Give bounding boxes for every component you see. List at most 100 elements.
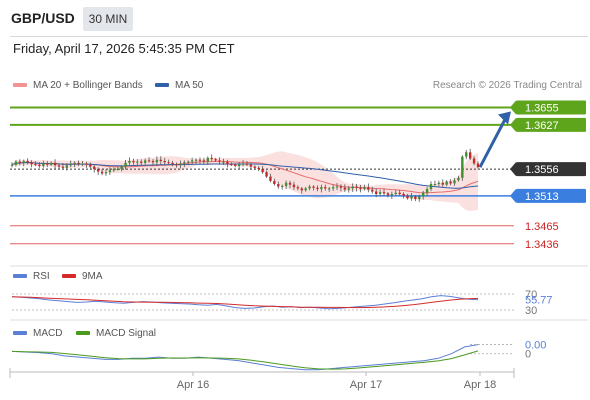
bollinger-band	[12, 151, 478, 211]
candle-body	[210, 157, 213, 160]
level-tag	[516, 100, 586, 115]
candle-body	[112, 169, 116, 171]
candle-body	[65, 165, 69, 168]
candle-body	[449, 181, 452, 184]
level-label: 1.3627	[525, 120, 559, 132]
copyright-text: Research © 2026 Trading Central	[432, 80, 582, 91]
candle-body	[34, 164, 37, 166]
level-label: 1.3465	[525, 221, 559, 233]
header-divider	[10, 36, 588, 37]
candle-body	[457, 177, 460, 181]
macd-line	[11, 344, 479, 371]
legend-macd-signal: MACD Signal	[76, 328, 156, 339]
candle-body	[96, 169, 100, 172]
candle-body	[132, 161, 135, 163]
candle-body	[386, 193, 390, 196]
x-tick-label: Apr 17	[350, 379, 382, 391]
level-label: 1.3513	[525, 191, 559, 203]
candle-body	[230, 164, 233, 166]
x-tick-label: Apr 16	[177, 379, 209, 391]
candle-body	[265, 172, 268, 177]
level-tag	[516, 117, 586, 132]
chart-datetime: Friday, April 17, 2026 5:45:35 PM CET	[13, 41, 235, 56]
candle-body	[281, 185, 284, 187]
candle-body	[468, 152, 472, 159]
candle-body	[175, 164, 178, 166]
candle-body	[296, 187, 300, 189]
candle-body	[49, 162, 53, 165]
candle-body	[257, 167, 260, 170]
candle-body	[437, 182, 441, 185]
candle-body	[46, 163, 49, 165]
candle-body	[441, 182, 444, 185]
candle-body	[300, 188, 303, 191]
candle-body	[187, 161, 190, 163]
candle-body	[218, 160, 221, 162]
candle-body	[312, 186, 315, 188]
candle-body	[234, 164, 237, 166]
candle-body	[151, 161, 155, 163]
timeframe-button[interactable]: 30 MIN	[83, 7, 133, 31]
candle-body	[85, 163, 88, 165]
legend-ma50-label: MA 50	[175, 80, 204, 91]
candle-body	[108, 170, 112, 173]
legend-rsi-ma-label: 9MA	[82, 271, 103, 282]
candle-body	[378, 192, 382, 194]
candle-body	[89, 164, 92, 167]
level-label: 1.3556	[525, 164, 559, 176]
candle-body	[69, 163, 72, 166]
candle-body	[433, 184, 437, 186]
rsi-value-label: 55.77	[525, 295, 553, 307]
candle-body	[253, 166, 256, 168]
candle-body	[304, 188, 307, 191]
legend-macd-signal-label: MACD Signal	[96, 328, 157, 339]
macd-signal-line	[11, 350, 479, 370]
legend-rsi: RSI	[13, 271, 50, 282]
candle-body	[77, 162, 80, 165]
candle-body	[194, 159, 198, 161]
level-tag-pointer	[510, 188, 516, 203]
candle-body	[190, 160, 194, 162]
candle-body	[398, 192, 401, 194]
candle-body	[382, 192, 386, 194]
candle-body	[390, 194, 394, 196]
candle-body	[320, 187, 323, 190]
level-tag	[516, 162, 586, 177]
candle-body	[93, 166, 96, 170]
candle-body	[476, 163, 480, 168]
candle-body	[406, 195, 409, 199]
rsi-tick: 70	[525, 289, 537, 301]
candle-body	[128, 161, 131, 163]
candle-body	[104, 172, 108, 174]
candle-body	[241, 163, 245, 165]
candle-body	[167, 162, 170, 164]
x-tick-label: Apr 18	[464, 379, 496, 391]
candle-body	[363, 187, 366, 190]
candle-body	[100, 171, 104, 174]
pair-title: GBP/USD	[11, 10, 75, 26]
candle-body	[38, 164, 41, 166]
candle-body	[269, 176, 272, 181]
candle-body	[277, 184, 280, 187]
candle-body	[245, 163, 249, 165]
candle-body	[316, 187, 319, 190]
legend-rsi-ma: 9MA	[62, 271, 103, 282]
candle-body	[331, 187, 335, 189]
candle-body	[147, 160, 151, 162]
candle-body	[30, 162, 33, 165]
candle-body	[140, 161, 143, 163]
candle-body	[394, 192, 397, 194]
candle-body	[171, 162, 174, 165]
candle-body	[159, 159, 163, 161]
candle-body	[472, 158, 476, 164]
candle-body	[163, 161, 166, 163]
level-tag	[516, 188, 586, 203]
legend-ma50: MA 50	[155, 80, 203, 91]
candle-body	[465, 152, 468, 157]
candle-body	[461, 156, 464, 178]
legend-ma20: MA 20 + Bollinger Bands	[13, 80, 143, 91]
candle-body	[429, 184, 433, 190]
candle-body	[116, 169, 119, 171]
candle-body	[402, 194, 405, 196]
